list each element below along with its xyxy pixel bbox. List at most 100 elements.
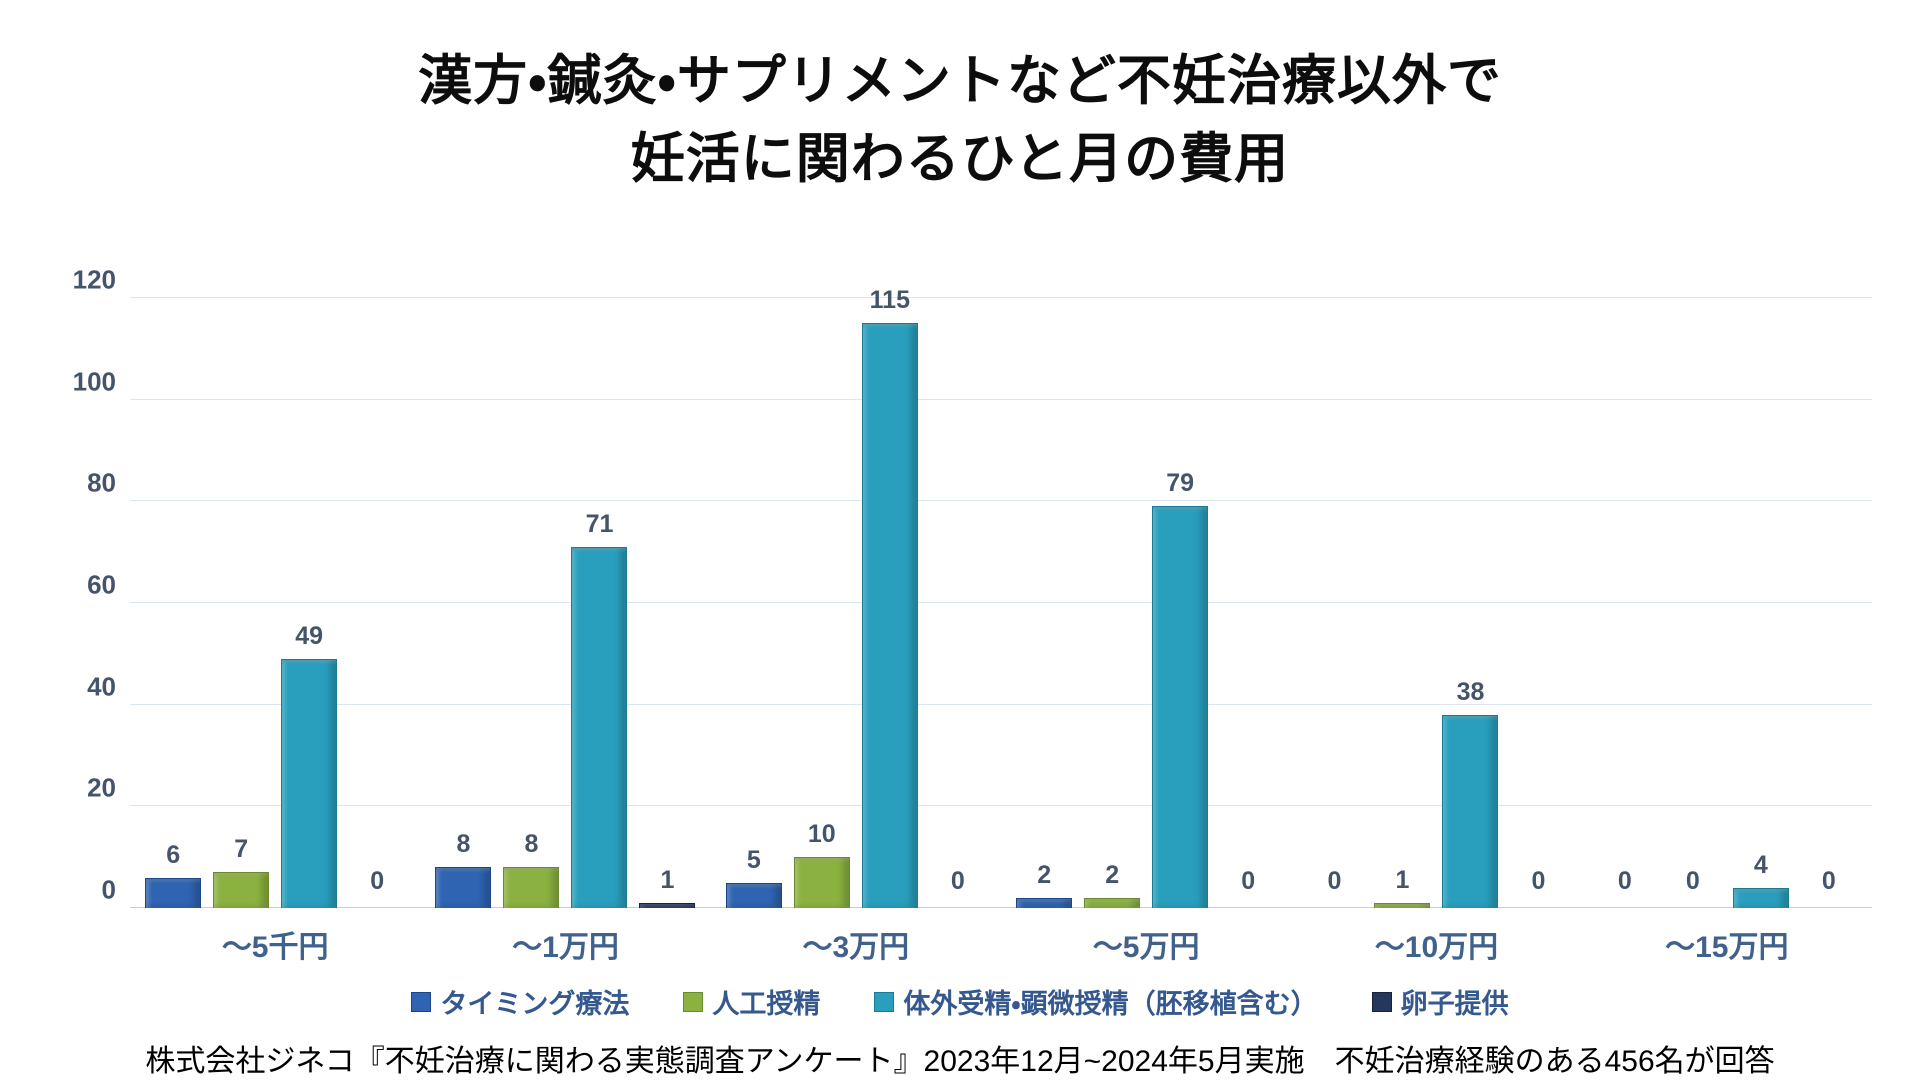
bar <box>503 867 560 908</box>
legend-label: 人工授精 <box>712 989 821 1019</box>
bar-value-label: 49 <box>295 621 324 650</box>
bar-group: 0 1 38 0 <box>1291 298 1581 908</box>
bar-slot: 2 <box>1016 298 1073 908</box>
gridline <box>130 297 1872 298</box>
bar-slot: 79 <box>1152 298 1209 908</box>
y-tick-label: 20 <box>87 772 116 803</box>
bar-value-label: 6 <box>166 840 181 869</box>
bar-slot: 71 <box>571 298 628 908</box>
bar-slot: 1 <box>639 298 696 908</box>
legend-item: タイミング療法 <box>411 982 629 1021</box>
bar-value-label: 1 <box>1395 865 1410 894</box>
gridline <box>130 500 1872 502</box>
category-label: ～15万円 <box>1665 931 1789 964</box>
bar-slot: 10 <box>793 298 850 908</box>
bar-slot: 0 <box>1597 298 1653 908</box>
bar-value-label: 0 <box>370 867 385 895</box>
legend-swatch-icon <box>874 991 895 1012</box>
bar-slot: 0 <box>1306 298 1362 908</box>
gridline <box>130 602 1872 603</box>
bar-group: 2 2 79 0 <box>1001 298 1291 908</box>
x-axis-labels: ～5千円 ～1万円 ～3万円 ～5万円 ～10万円 ～15万円 <box>130 922 1872 966</box>
bar-value-label: 0 <box>1531 867 1546 895</box>
legend-label: 体外受精・顕微授精（胚移植含む） <box>903 989 1318 1019</box>
bar-slot: 4 <box>1732 298 1789 908</box>
legend-label: タイミング療法 <box>440 989 630 1019</box>
bar <box>1084 897 1141 908</box>
legend-swatch-icon <box>411 991 432 1012</box>
legend-label: 卵子提供 <box>1400 989 1509 1019</box>
bar-slot: 115 <box>861 286 918 908</box>
y-tick-label: 120 <box>72 264 116 295</box>
bar-slot: 0 <box>1220 298 1276 908</box>
bar-slot: 8 <box>503 298 560 908</box>
bar-slot: 0 <box>349 298 405 908</box>
bar-value-label: 8 <box>456 830 471 859</box>
legend-item: 人工授精 <box>683 982 820 1021</box>
legend: タイミング療法 人工授精 体外受精・顕微授精（胚移植含む） 卵子提供 <box>0 982 1920 1021</box>
bar-group: 5 10 115 0 <box>711 286 1001 908</box>
bar-value-label: 10 <box>807 820 836 849</box>
bar-value-label: 2 <box>1037 860 1052 889</box>
legend-item: 体外受精・顕微授精（胚移植含む） <box>874 982 1318 1021</box>
bar-slot: 49 <box>281 298 338 908</box>
bar-slot: 0 <box>930 298 986 908</box>
bar-value-label: 1 <box>660 865 675 894</box>
bar-groups: 6 7 49 0 8 8 71 1 5 10 115 0 2 2 79 0 0 1 38 0 0 0 4 0 <box>130 286 1872 908</box>
bar-value-label: 5 <box>746 845 761 874</box>
gridline <box>130 398 1872 400</box>
bar-group: 6 7 49 0 <box>130 298 420 908</box>
gridline <box>130 907 1872 908</box>
bar-group: 0 0 4 0 <box>1582 298 1872 908</box>
bar-value-label: 79 <box>1166 469 1195 498</box>
bar <box>1732 887 1789 908</box>
bar-value-label: 0 <box>1821 867 1836 895</box>
bar-slot: 7 <box>213 298 270 908</box>
category-label: ～3万円 <box>802 931 910 964</box>
bar <box>639 902 696 908</box>
bar <box>725 882 782 908</box>
category-label: ～1万円 <box>512 931 619 964</box>
category-label: ～5千円 <box>221 931 329 964</box>
bar-slot: 38 <box>1442 298 1499 908</box>
source-note: 株式会社ジネコ『不妊治療に関わる実態調査アンケート』2023年12月~2024年… <box>145 1045 1775 1078</box>
bar <box>435 867 492 908</box>
bar-value-label: 2 <box>1105 860 1120 889</box>
chart-title-line1: 漢方・鍼灸・サプリメントなど不妊治療以外で <box>418 51 1502 111</box>
bar-value-label: 8 <box>524 830 539 859</box>
legend-item: 卵子提供 <box>1371 982 1509 1021</box>
plot-area: 0 20 40 60 80 100 120 6 7 49 0 8 8 71 1 5 10 115 0 2 2 79 0 0 1… <box>73 265 1872 908</box>
bar-slot: 6 <box>145 298 202 908</box>
chart-title: 漢方・鍼灸・サプリメントなど不妊治療以外で 妊活に関わるひと月の費用 <box>0 42 1920 199</box>
bar-group: 8 8 71 1 <box>420 298 710 908</box>
bar <box>145 877 202 908</box>
y-tick-label: 0 <box>101 874 116 905</box>
legend-swatch-icon <box>683 991 704 1012</box>
bar <box>1442 714 1499 908</box>
bar-value-label: 0 <box>1241 867 1256 895</box>
bar-slot: 2 <box>1084 298 1141 908</box>
bar-slot: 8 <box>435 298 492 908</box>
chart-title-line2: 妊活に関わるひと月の費用 <box>630 129 1290 190</box>
bar <box>213 872 270 908</box>
y-tick-label: 80 <box>87 467 116 498</box>
y-tick-label: 60 <box>87 569 116 600</box>
bar-value-label: 0 <box>1617 867 1632 895</box>
bar-slot: 0 <box>1665 298 1721 908</box>
bar <box>793 857 850 908</box>
bar-slot: 5 <box>725 298 782 908</box>
category-label: ～10万円 <box>1374 931 1499 964</box>
bar <box>571 547 628 908</box>
bar-value-label: 71 <box>585 510 614 539</box>
bar-value-label: 7 <box>234 835 249 864</box>
bar-slot: 1 <box>1374 298 1431 908</box>
bar-value-label: 0 <box>950 867 965 895</box>
gridline <box>130 805 1872 807</box>
y-tick-label: 100 <box>72 366 116 397</box>
bar <box>861 323 918 908</box>
bar <box>1016 897 1073 908</box>
legend-swatch-icon <box>1371 991 1392 1012</box>
bar-value-label: 4 <box>1753 850 1768 879</box>
bar-value-label: 38 <box>1456 677 1485 706</box>
bar-value-label: 0 <box>1327 867 1342 895</box>
